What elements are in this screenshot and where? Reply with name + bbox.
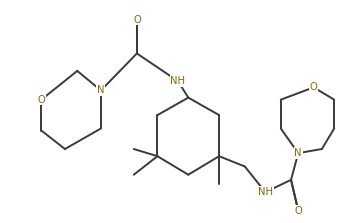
Text: N: N xyxy=(97,85,105,95)
Text: NH: NH xyxy=(258,187,273,197)
Text: N: N xyxy=(294,148,302,158)
Text: O: O xyxy=(310,82,318,92)
Text: O: O xyxy=(37,95,45,105)
Text: O: O xyxy=(294,206,302,216)
Text: O: O xyxy=(133,14,141,25)
Text: NH: NH xyxy=(171,76,185,86)
